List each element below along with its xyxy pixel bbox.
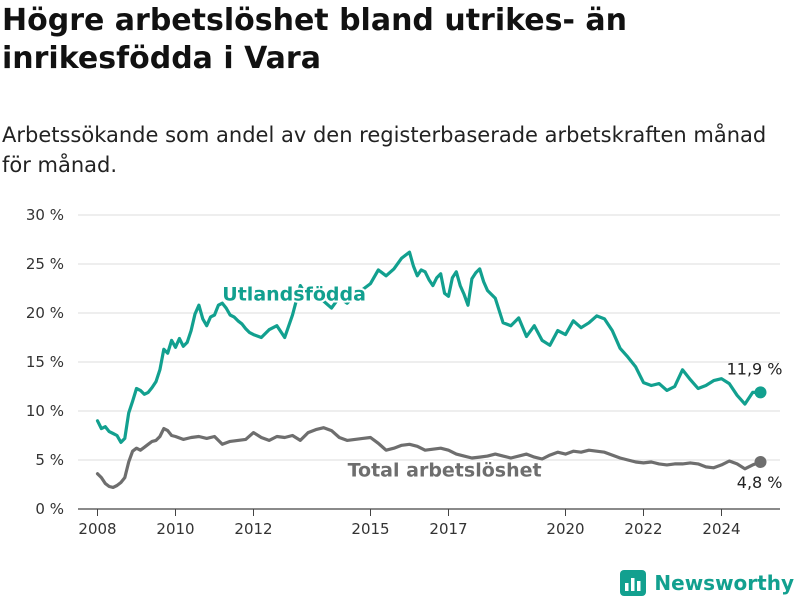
y-tick-label: 5 % (35, 451, 64, 469)
series-label-total: Total arbetslöshet (348, 460, 542, 482)
y-tick-label: 30 % (26, 206, 64, 224)
line-chart: 0 % 5 % 10 % 15 % 20 % 25 % 30 % 2008 2010 2012 20… (26, 206, 783, 538)
x-tick-label: 2022 (624, 520, 662, 538)
chart-title: Högre arbetslöshet bland utrikes- än inr… (2, 3, 627, 76)
series-layer (95, 250, 767, 489)
y-tick-label: 10 % (26, 402, 64, 420)
y-tick-label: 20 % (26, 304, 64, 322)
x-tick-label: 2010 (156, 520, 194, 538)
series-end-label: 4,8 % (737, 473, 783, 492)
brand-name: Newsworthy (654, 571, 794, 595)
y-tick-label: 15 % (26, 353, 64, 371)
series-line-total (95, 426, 763, 489)
x-tick-label: 2012 (234, 520, 272, 538)
series-end-point (754, 455, 767, 468)
series-end-point (754, 386, 767, 399)
x-tick-label: 2008 (78, 520, 116, 538)
y-tick-label: 25 % (26, 255, 64, 273)
label-layer: 11,9 % 4,8 % Utlandsfödda Total arbetslöshe… (220, 281, 783, 492)
newsworthy-logo-icon (620, 570, 647, 596)
footer-brand: Newsworthy (620, 570, 794, 596)
x-tick-label: 2017 (429, 520, 467, 538)
x-tick-label: 2015 (351, 520, 389, 538)
axis-layer: 0 % 5 % 10 % 15 % 20 % 25 % 30 % 2008 2010 2012 20… (26, 206, 780, 538)
x-tick-label: 2020 (546, 520, 584, 538)
y-tick-label: 0 % (35, 500, 64, 518)
series-line-utlandsfodda (95, 250, 763, 444)
x-tick-label: 2024 (702, 520, 740, 538)
series-label-utlandsfodda: Utlandsfödda (222, 283, 366, 305)
chart-subtitle: Arbetssökande som andel av den registerb… (2, 123, 767, 177)
series-end-label: 11,9 % (727, 359, 783, 378)
